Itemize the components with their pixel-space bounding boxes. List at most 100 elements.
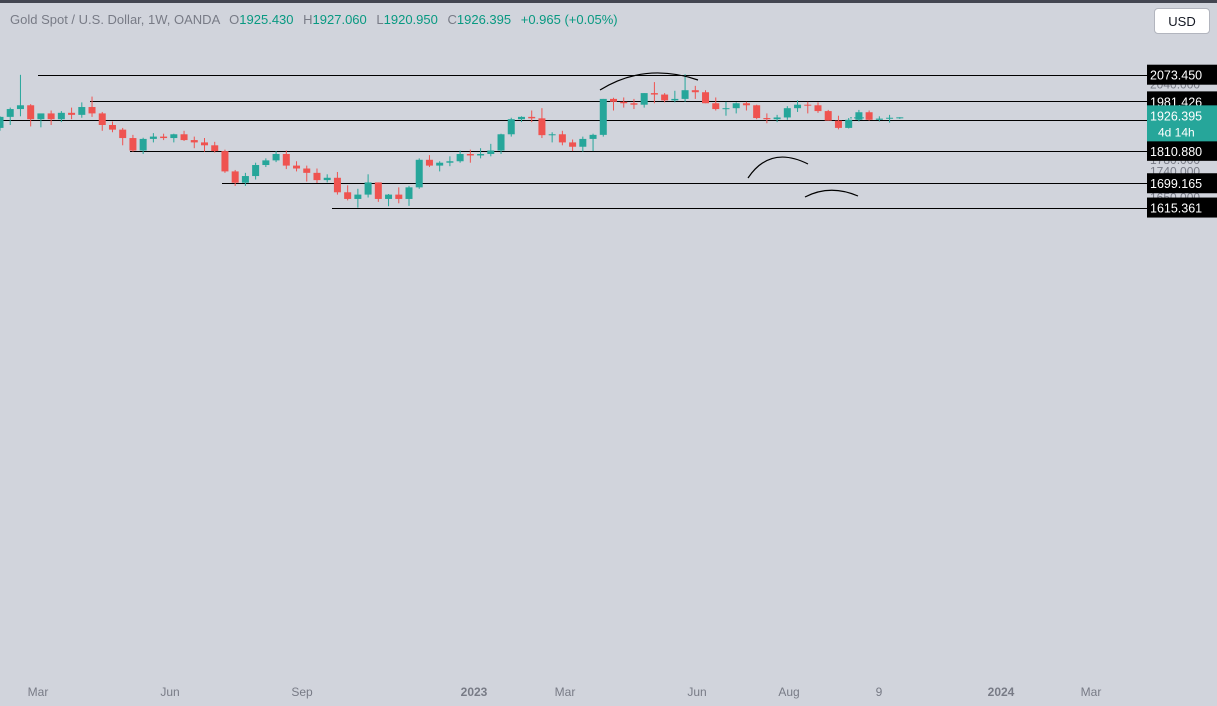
candle-body[interactable]	[0, 116, 4, 128]
candle-body[interactable]	[446, 161, 454, 163]
candle-body[interactable]	[691, 90, 699, 93]
candle-body[interactable]	[814, 105, 822, 112]
candle-body[interactable]	[804, 104, 812, 106]
candle-body[interactable]	[374, 182, 382, 199]
candle-body[interactable]	[98, 113, 106, 125]
candle-body[interactable]	[211, 145, 219, 152]
candle-body[interactable]	[293, 165, 301, 169]
candle-body[interactable]	[845, 119, 853, 128]
candle-body[interactable]	[896, 117, 904, 119]
candle-body[interactable]	[57, 112, 65, 120]
candle-body[interactable]	[405, 187, 413, 199]
candle-body[interactable]	[753, 105, 761, 119]
candle-body[interactable]	[865, 112, 873, 120]
candle-body[interactable]	[272, 154, 280, 161]
candle-body[interactable]	[221, 151, 229, 172]
candle-body[interactable]	[589, 134, 597, 139]
candle-body[interactable]	[139, 138, 147, 151]
candle-body[interactable]	[702, 92, 710, 104]
candle-body[interactable]	[569, 142, 577, 147]
candle-body[interactable]	[190, 140, 198, 143]
level-price-badge[interactable]	[1147, 64, 1217, 85]
candle-body[interactable]	[88, 107, 96, 114]
candle-body[interactable]	[201, 142, 208, 146]
candle-body[interactable]	[323, 177, 331, 181]
candle-body[interactable]	[149, 136, 157, 139]
candle-body[interactable]	[477, 154, 485, 156]
candle-body[interactable]	[180, 134, 188, 141]
candle-body[interactable]	[47, 113, 55, 120]
candle-body[interactable]	[528, 116, 536, 119]
candle-body[interactable]	[415, 159, 423, 188]
candle-body[interactable]	[37, 113, 45, 120]
annotation-arc-2[interactable]	[747, 156, 809, 179]
candle-body[interactable]	[610, 98, 617, 102]
candle-body[interactable]	[640, 93, 648, 105]
candle-body[interactable]	[712, 103, 720, 110]
candle-body[interactable]	[630, 103, 638, 105]
level-price-badge[interactable]	[1147, 140, 1217, 161]
candle-body[interactable]	[763, 118, 771, 120]
candle-body[interactable]	[119, 129, 127, 139]
candle-body[interactable]	[108, 125, 116, 130]
candle-body[interactable]	[425, 159, 433, 166]
candle-body[interactable]	[497, 134, 505, 151]
candle-body[interactable]	[742, 103, 750, 106]
candle-body[interactable]	[517, 116, 525, 120]
candle-body[interactable]	[170, 134, 178, 139]
candle-body[interactable]	[579, 138, 587, 147]
candle-body[interactable]	[262, 160, 270, 166]
candle-body[interactable]	[732, 103, 740, 109]
candle-body[interactable]	[364, 182, 372, 195]
candle-body[interactable]	[834, 120, 842, 128]
candle-body[interactable]	[160, 136, 168, 139]
candle-body[interactable]	[824, 111, 832, 121]
candle-body[interactable]	[354, 194, 362, 199]
candle-body[interactable]	[16, 105, 24, 110]
candle-body[interactable]	[241, 176, 249, 183]
level-price-badge[interactable]	[1147, 173, 1217, 194]
annotation-arc-3[interactable]	[804, 189, 859, 198]
candle-body[interactable]	[385, 194, 393, 199]
candle-body[interactable]	[333, 177, 341, 193]
candle-body[interactable]	[855, 112, 863, 120]
candle-body[interactable]	[661, 94, 669, 101]
candle-body[interactable]	[558, 134, 566, 143]
candle-body[interactable]	[344, 192, 352, 199]
candle-body[interactable]	[78, 107, 86, 115]
candle-body[interactable]	[794, 104, 802, 109]
candle-body[interactable]	[252, 165, 260, 177]
candle-body[interactable]	[507, 119, 515, 135]
candle-body[interactable]	[6, 109, 14, 117]
candle-body[interactable]	[129, 138, 137, 151]
symbol-title[interactable]: Gold Spot / U.S. Dollar, 1W, OANDA	[10, 12, 220, 27]
current-price-badge[interactable]	[1147, 105, 1217, 142]
candle-body[interactable]	[783, 108, 791, 118]
candle-body[interactable]	[303, 168, 311, 173]
candle-body[interactable]	[27, 105, 35, 120]
candle-body[interactable]	[886, 117, 894, 119]
candle-body[interactable]	[620, 101, 628, 104]
candle-body[interactable]	[395, 194, 403, 199]
candle-body[interactable]	[466, 154, 474, 156]
candle-body[interactable]	[722, 108, 730, 110]
candle-body[interactable]	[681, 90, 689, 99]
candle-body[interactable]	[773, 117, 781, 120]
candle-body[interactable]	[650, 93, 658, 95]
candle-body[interactable]	[875, 118, 883, 120]
candle-body[interactable]	[231, 171, 239, 183]
annotation-arc-1[interactable]	[599, 72, 699, 91]
candle-body[interactable]	[487, 150, 495, 154]
level-price-badge[interactable]	[1147, 197, 1217, 218]
candle-body[interactable]	[68, 112, 76, 115]
candle-body[interactable]	[599, 98, 607, 135]
currency-button[interactable]: USD	[1154, 8, 1210, 34]
candle-body[interactable]	[313, 172, 321, 181]
candle-body[interactable]	[456, 154, 464, 162]
candle-body[interactable]	[671, 98, 679, 101]
candle-body[interactable]	[538, 118, 546, 136]
candle-body[interactable]	[548, 134, 556, 136]
candle-body[interactable]	[436, 162, 444, 166]
candle-body[interactable]	[282, 154, 290, 166]
